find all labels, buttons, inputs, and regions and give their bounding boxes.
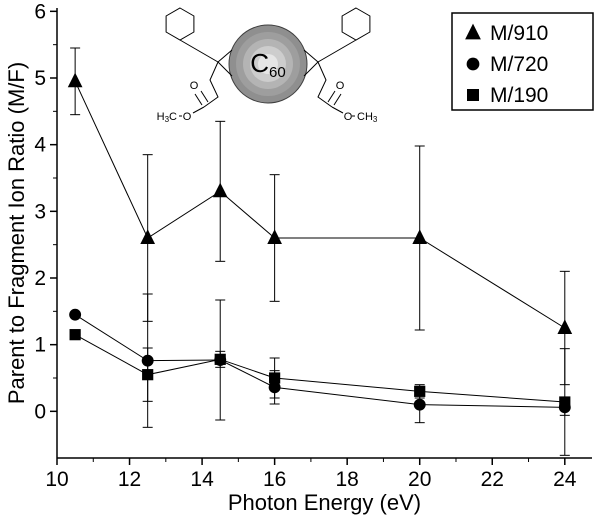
data-point-m-910 — [67, 72, 83, 88]
legend-label-m-720: M/720 — [490, 53, 548, 76]
y-axis-label: Parent to Fragment Ion Ratio (M/F) — [4, 62, 29, 404]
data-point-m-720 — [413, 398, 426, 411]
series-line-m-910 — [74, 81, 566, 329]
x-tick-label: 16 — [263, 468, 286, 491]
carbonyl-o-right-label: O — [336, 80, 345, 92]
y-tick-label: 3 — [34, 200, 46, 223]
x-tick-label: 20 — [408, 468, 431, 491]
data-point-m-720 — [69, 308, 82, 321]
c60-sphere — [228, 24, 308, 104]
legend-marker-m-190 — [467, 89, 479, 101]
data-point-m-190 — [559, 396, 571, 408]
series-line-m-190 — [74, 334, 565, 403]
data-point-m-190 — [69, 329, 81, 341]
legend-marker-m-910 — [465, 23, 481, 40]
cyclopropane-bond — [217, 61, 233, 77]
alkyl-chain-right — [317, 61, 333, 108]
legend-label-m-910: M/910 — [490, 22, 548, 45]
x-tick-label: 24 — [553, 468, 577, 491]
carbonyl-double-bond-left — [194, 93, 203, 106]
phenyl-ring-right — [341, 7, 371, 41]
data-point-m-910 — [140, 229, 156, 244]
ester-o-left-label: O — [183, 111, 192, 123]
x-axis-label: Photon Energy (eV) — [228, 490, 421, 515]
data-point-m-910 — [267, 229, 282, 244]
carbonyl-double-bond-right — [333, 93, 342, 106]
bond-phenyl-left — [179, 39, 219, 63]
cyclopropane-bond — [217, 49, 233, 63]
legend-label-m-190: M/190 — [490, 84, 548, 107]
data-point-m-190 — [414, 385, 426, 397]
y-tick-label: 1 — [34, 334, 46, 357]
y-tick-label: 5 — [34, 67, 46, 90]
data-point-m-190 — [269, 372, 281, 384]
c60-label: C60 — [250, 48, 285, 81]
series-line-m-720 — [74, 314, 565, 408]
x-tick-label: 18 — [335, 468, 358, 491]
molecule-inset: C60 O O H3C O O CH3 — [157, 7, 378, 124]
data-point-m-910 — [212, 182, 228, 198]
methyl-right-label: CH3 — [357, 111, 378, 124]
data-point-m-910 — [557, 319, 573, 334]
y-tick-label: 0 — [34, 400, 46, 423]
ester-bond-left — [192, 106, 205, 114]
cyclopropane-bond — [303, 61, 319, 77]
ester-bond-right — [331, 106, 344, 114]
data-point-m-190 — [142, 369, 154, 381]
alkyl-chain-left — [203, 61, 219, 108]
bond-phenyl-right — [317, 39, 357, 63]
carbonyl-double-bond-right — [327, 90, 336, 103]
y-tick-label: 2 — [34, 267, 46, 290]
carbonyl-double-bond-left — [200, 90, 209, 103]
legend-marker-m-720 — [466, 57, 480, 71]
ester-o-right-label: O — [344, 111, 353, 123]
cyclopropane-bond — [303, 49, 319, 63]
x-tick-label: 10 — [45, 468, 68, 491]
y-tick-label: 6 — [34, 0, 46, 23]
data-point-m-190 — [214, 353, 226, 365]
y-tick-label: 4 — [34, 134, 46, 157]
x-tick-label: 12 — [118, 468, 141, 491]
phenyl-ring-left — [165, 7, 195, 41]
x-tick-label: 14 — [190, 468, 214, 491]
methyl-left-label: H3C — [157, 111, 177, 124]
x-tick-label: 22 — [481, 468, 504, 491]
carbonyl-o-left-label: O — [190, 80, 199, 92]
data-point-m-910 — [412, 229, 428, 244]
